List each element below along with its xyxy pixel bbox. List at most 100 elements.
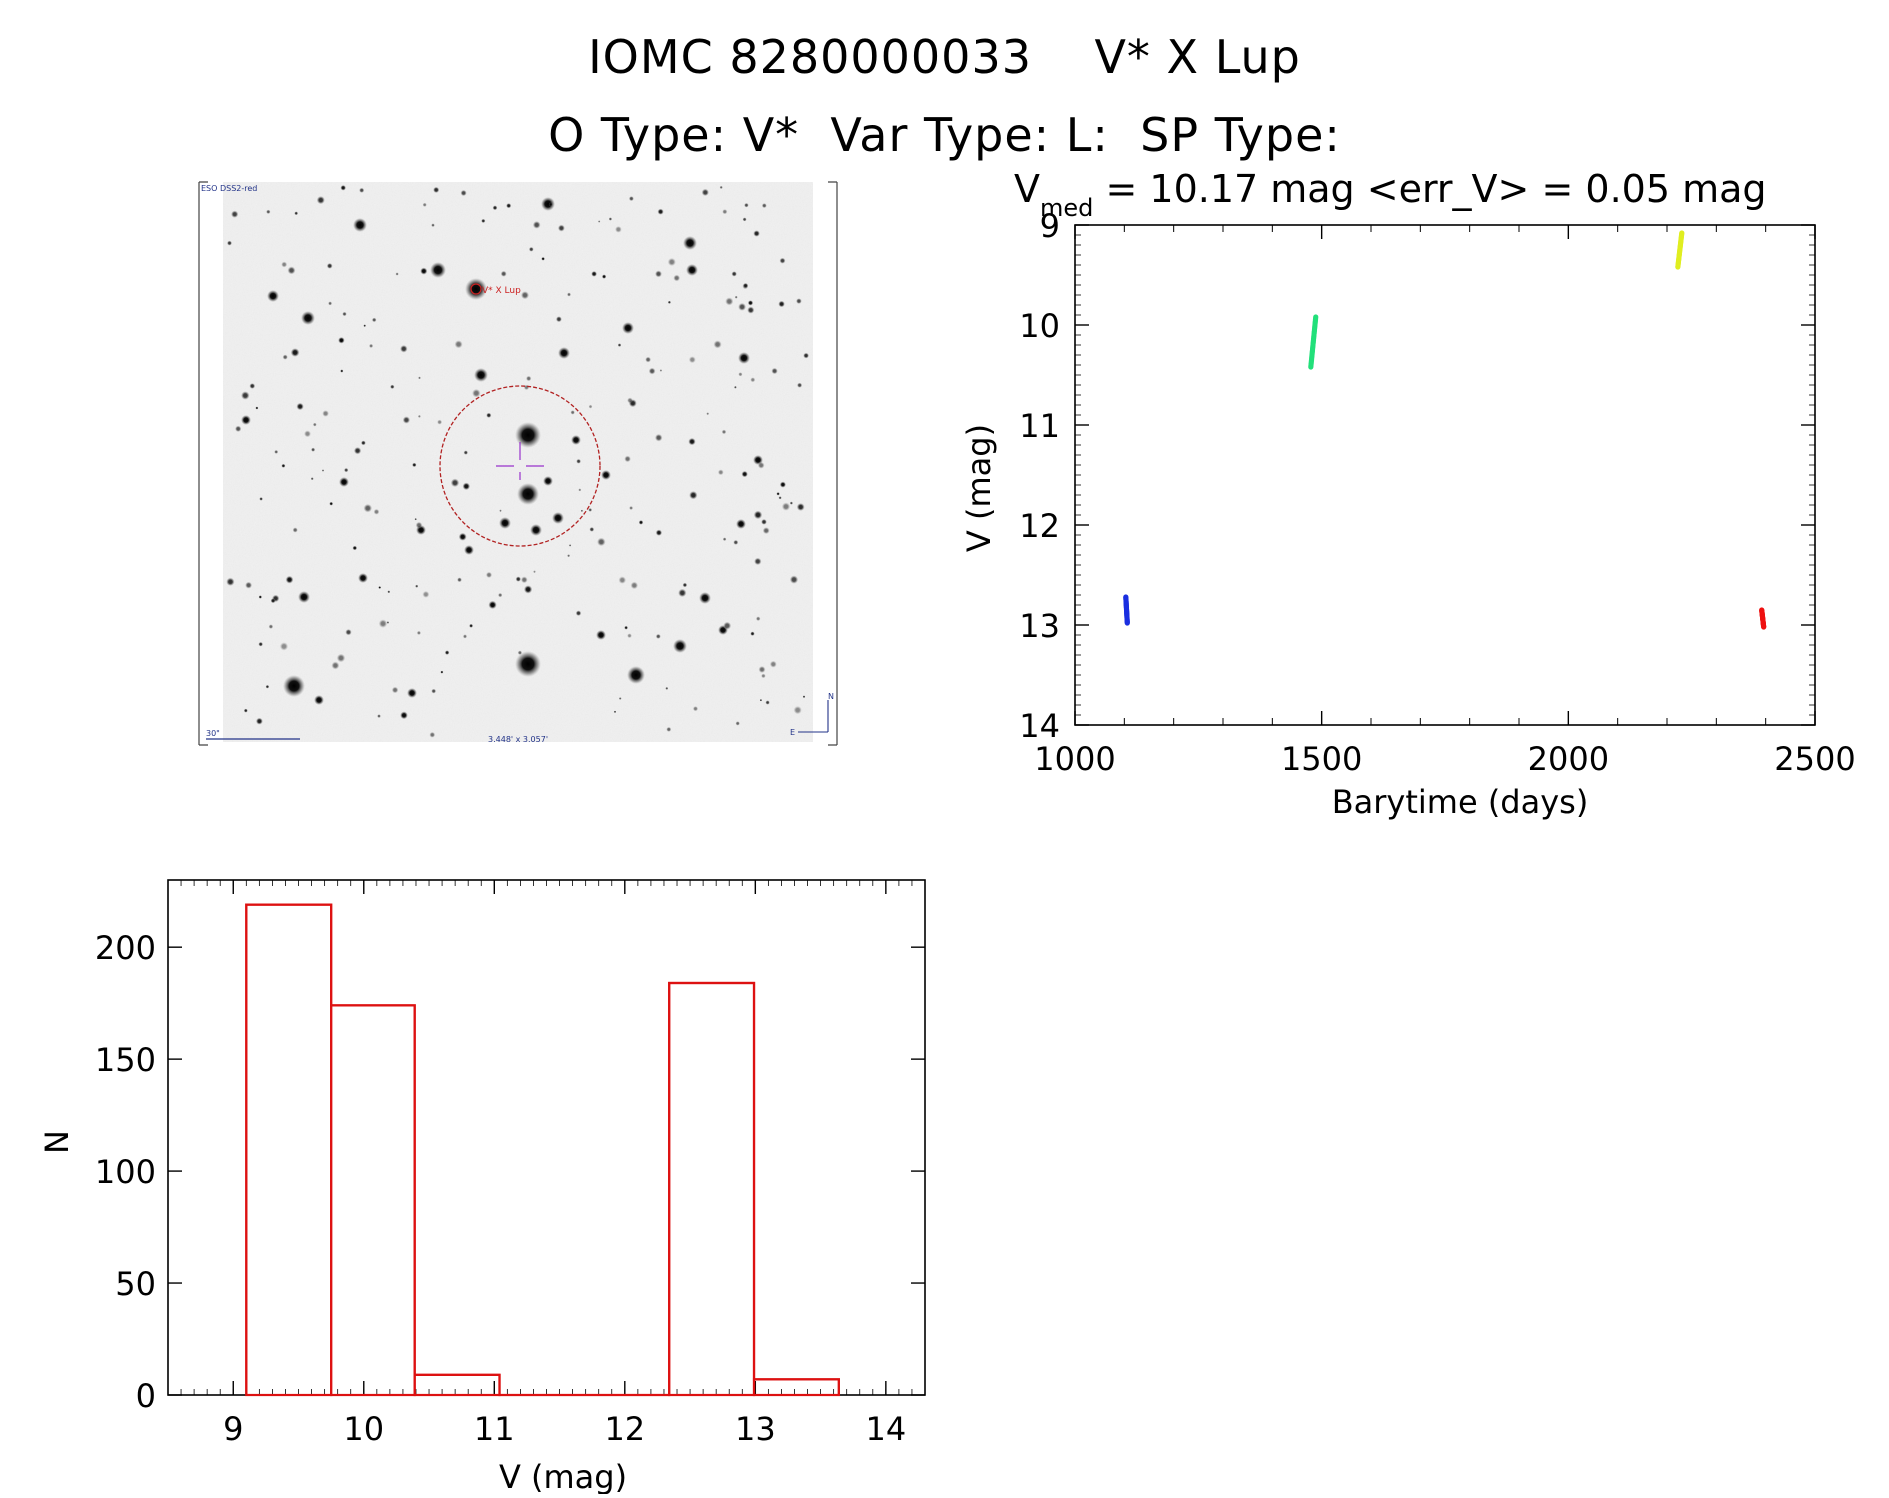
finder-frame — [198, 181, 838, 746]
faint-star — [311, 447, 316, 452]
faint-star — [721, 429, 727, 435]
faint-star — [450, 478, 460, 488]
star-33 — [571, 435, 581, 445]
faint-star — [796, 298, 802, 304]
faint-star — [689, 491, 698, 500]
y-tick-label: 13 — [1019, 607, 1060, 645]
faint-star — [378, 619, 388, 628]
faint-star — [265, 684, 270, 689]
faint-star — [762, 527, 770, 535]
faint-star — [576, 458, 581, 464]
faint-star — [268, 624, 274, 629]
hist-x-tick-label: 13 — [735, 1410, 776, 1448]
hist-x-tick-label: 11 — [474, 1410, 515, 1448]
faint-star — [331, 661, 340, 670]
star-5 — [267, 290, 279, 302]
faint-star — [241, 391, 250, 400]
faint-star — [415, 584, 419, 588]
faint-star — [437, 419, 443, 425]
star-8 — [517, 483, 539, 505]
fov-label: 3.448' x 3.057' — [488, 735, 548, 744]
faint-star — [270, 598, 276, 604]
faint-star — [285, 575, 294, 584]
faint-star — [665, 686, 669, 690]
star-18 — [699, 592, 711, 604]
faint-star — [655, 529, 663, 536]
faint-star — [541, 257, 545, 261]
hist-x-axis-label: V (mag) — [499, 1458, 627, 1494]
faint-star — [753, 230, 760, 237]
faint-star — [363, 324, 366, 327]
faint-star — [369, 343, 374, 348]
star-field — [226, 185, 809, 738]
faint-star — [243, 708, 248, 713]
hist-y-tick-label: 100 — [95, 1153, 156, 1191]
hist-x-tick-label: 14 — [865, 1410, 906, 1448]
faint-star — [500, 270, 507, 277]
hist-y-tick-label: 50 — [115, 1265, 156, 1303]
data-point-0 — [1124, 620, 1130, 626]
faint-star — [744, 202, 749, 208]
faint-star — [570, 410, 575, 415]
faint-star — [789, 575, 799, 584]
faint-star — [747, 306, 755, 314]
faint-star — [734, 385, 737, 389]
faint-star — [750, 377, 756, 383]
hist-y-tick-label: 200 — [95, 929, 156, 967]
star-31 — [464, 545, 474, 555]
faint-star — [706, 412, 710, 416]
faint-star — [279, 642, 289, 651]
faint-star — [429, 731, 436, 738]
faint-star — [235, 425, 242, 432]
faint-star — [769, 660, 777, 668]
faint-star — [742, 282, 749, 289]
y-tick-label: 14 — [1019, 707, 1060, 745]
faint-star — [440, 670, 444, 674]
target-marker — [470, 283, 482, 295]
faint-star — [259, 497, 263, 501]
star-36 — [241, 415, 251, 425]
north-label: N — [828, 692, 834, 701]
faint-star — [387, 590, 391, 594]
faint-star — [417, 414, 421, 418]
faint-star — [359, 187, 365, 193]
star-28 — [407, 688, 417, 698]
faint-star — [361, 440, 366, 446]
light-curve-points — [1123, 230, 1767, 630]
aperture-circle — [439, 385, 601, 547]
faint-star — [386, 621, 390, 624]
star-4 — [301, 311, 315, 325]
data-point-1 — [1313, 314, 1319, 320]
faint-star — [353, 447, 362, 455]
survey-label: ESO DSS2-red — [201, 184, 257, 193]
faint-star — [580, 509, 584, 512]
faint-star — [601, 274, 607, 279]
faint-star — [371, 317, 377, 323]
faint-star — [645, 356, 651, 363]
faint-star — [802, 695, 806, 698]
faint-star — [340, 185, 346, 191]
faint-star — [523, 585, 533, 594]
faint-star — [433, 186, 440, 193]
plot-frame — [1074, 224, 1816, 726]
faint-star — [488, 600, 497, 610]
faint-star — [761, 673, 766, 679]
faint-star — [673, 274, 681, 282]
faint-star — [722, 209, 728, 215]
faint-star — [555, 316, 562, 323]
page-subtitle: O Type: V* Var Type: L: SP Type: — [548, 108, 1341, 162]
faint-star — [469, 623, 474, 628]
faint-star — [249, 383, 256, 389]
faint-star — [638, 520, 644, 525]
title-sub: med — [1040, 194, 1093, 222]
faint-star — [316, 196, 325, 205]
faint-star — [506, 203, 512, 209]
star-14 — [283, 675, 305, 697]
faint-star — [757, 461, 765, 469]
faint-star — [789, 501, 794, 505]
faint-star — [231, 210, 239, 218]
faint-star — [457, 577, 462, 583]
title-main: V — [1014, 170, 1040, 211]
faint-star — [258, 641, 263, 647]
faint-star — [533, 570, 536, 574]
